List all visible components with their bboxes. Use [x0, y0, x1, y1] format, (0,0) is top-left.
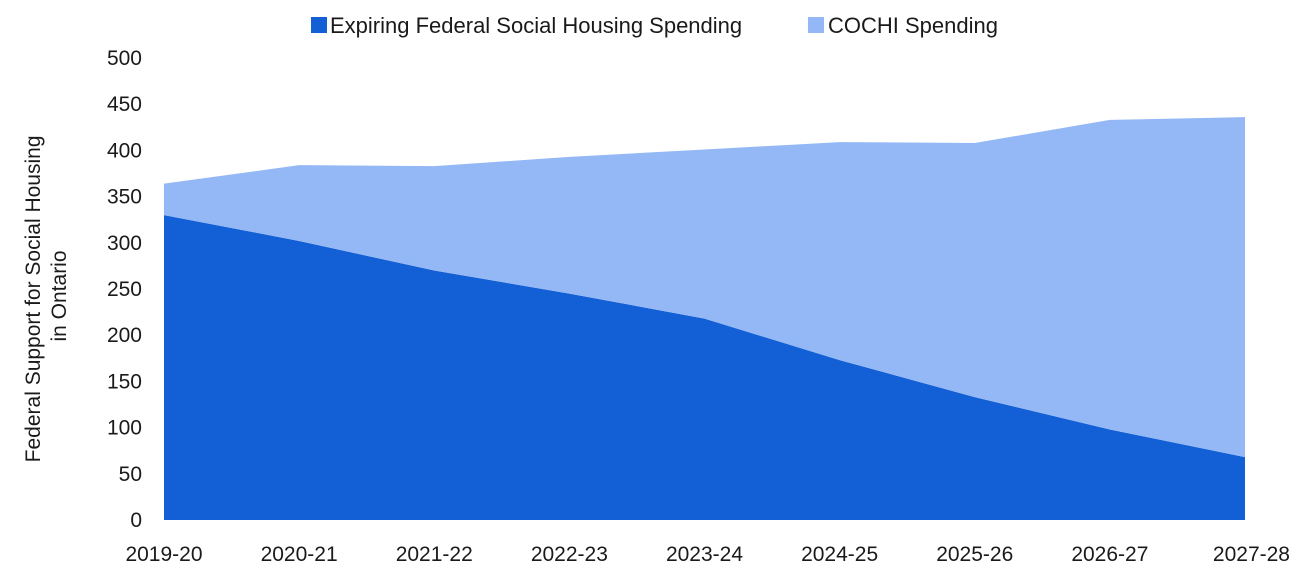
x-tick-label: 2021-22 — [396, 543, 473, 566]
y-tick-label: 300 — [107, 232, 142, 255]
y-axis-title-line-2: in Ontario — [48, 250, 71, 341]
x-tick-label: 2027-28 — [1213, 543, 1290, 566]
y-tick-label: 200 — [107, 324, 142, 347]
areas-layer — [164, 117, 1245, 520]
legend-label-cochi: COCHI Spending — [828, 13, 998, 38]
y-tick-label: 150 — [107, 370, 142, 393]
legend-swatch-cochi — [808, 17, 824, 33]
y-axis-title-line-1: Federal Support for Social Housing — [22, 136, 45, 463]
y-tick-label: 250 — [107, 278, 142, 301]
x-tick-label: 2022-23 — [531, 543, 608, 566]
x-tick-label: 2024-25 — [801, 543, 878, 566]
y-tick-label: 450 — [107, 93, 142, 116]
x-tick-label: 2026-27 — [1071, 543, 1148, 566]
y-tick-label: 0 — [130, 509, 142, 532]
area-expiring-federal — [164, 215, 1245, 520]
legend-item-cochi: COCHI Spending — [808, 13, 998, 38]
area-cochi — [164, 117, 1245, 458]
legend-swatch-expiring — [311, 17, 327, 33]
y-axis-ticks: 0 50 100 150 200 250 300 350 400 450 500 — [107, 47, 142, 532]
y-axis-title: Federal Support for Social Housing in On… — [22, 130, 71, 463]
y-tick-label: 50 — [119, 463, 142, 486]
legend-label-expiring: Expiring Federal Social Housing Spending — [330, 13, 742, 38]
y-tick-label: 400 — [107, 139, 142, 162]
y-tick-label: 350 — [107, 186, 142, 209]
x-tick-label: 2025-26 — [936, 543, 1013, 566]
x-tick-label: 2020-21 — [261, 543, 338, 566]
x-tick-label: 2019-20 — [125, 543, 202, 566]
x-tick-label: 2023-24 — [666, 543, 743, 566]
legend: Expiring Federal Social Housing Spending… — [311, 13, 998, 38]
y-tick-label: 100 — [107, 417, 142, 440]
legend-item-expiring: Expiring Federal Social Housing Spending — [311, 13, 742, 38]
x-axis-ticks: 2019-20 2020-21 2021-22 2022-23 2023-24 2024-… — [125, 543, 1290, 566]
y-tick-label: 500 — [107, 47, 142, 70]
